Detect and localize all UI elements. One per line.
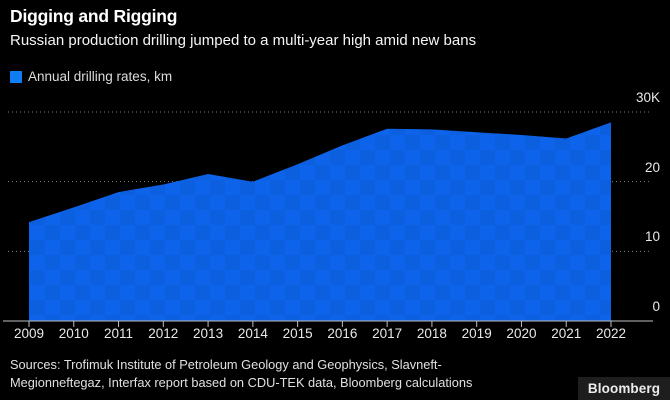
legend-swatch-icon <box>10 70 22 83</box>
x-tick-label: 2011 <box>104 326 134 341</box>
y-tick-label: 20 <box>644 159 660 175</box>
x-tick-label: 2015 <box>282 326 313 341</box>
sources-note: Sources: Trofimuk Institute of Petroleum… <box>10 356 570 392</box>
legend-label: Annual drilling rates, km <box>28 69 173 84</box>
sources-line-2: Megionneftegaz, Interfax report based on… <box>10 375 473 390</box>
y-tick-label: 0 <box>652 299 660 314</box>
x-axis-ticks <box>28 321 612 327</box>
x-tick-label: 2010 <box>58 326 89 341</box>
chart-subtitle: Russian production drilling jumped to a … <box>10 32 477 49</box>
area-chart-canvas <box>3 111 653 327</box>
x-tick-label: 2022 <box>595 326 627 341</box>
x-tick-label: 2012 <box>148 326 179 341</box>
bloomberg-logo: Bloomberg <box>578 377 670 400</box>
x-tick-label: 2018 <box>416 326 447 341</box>
x-tick-label: 2016 <box>327 326 358 341</box>
y-tick-label: 10 <box>644 229 660 245</box>
x-tick-label: 2009 <box>13 326 45 341</box>
x-tick-label: 2013 <box>193 326 224 341</box>
x-tick-label: 2019 <box>461 326 492 341</box>
sources-line-1: Sources: Trofimuk Institute of Petroleum… <box>10 357 442 372</box>
x-tick-label: 2021 <box>551 326 582 341</box>
y-tick-label: 30K <box>635 90 660 105</box>
x-tick-label: 2020 <box>506 326 537 341</box>
bloomberg-logo-text: Bloomberg <box>587 381 661 396</box>
chart-legend: Annual drilling rates, km <box>10 69 172 84</box>
x-tick-label: 2017 <box>372 326 403 341</box>
x-tick-label: 2014 <box>237 326 268 341</box>
chart-title: Digging and Rigging <box>10 6 178 26</box>
area-series-watermark <box>29 122 611 322</box>
